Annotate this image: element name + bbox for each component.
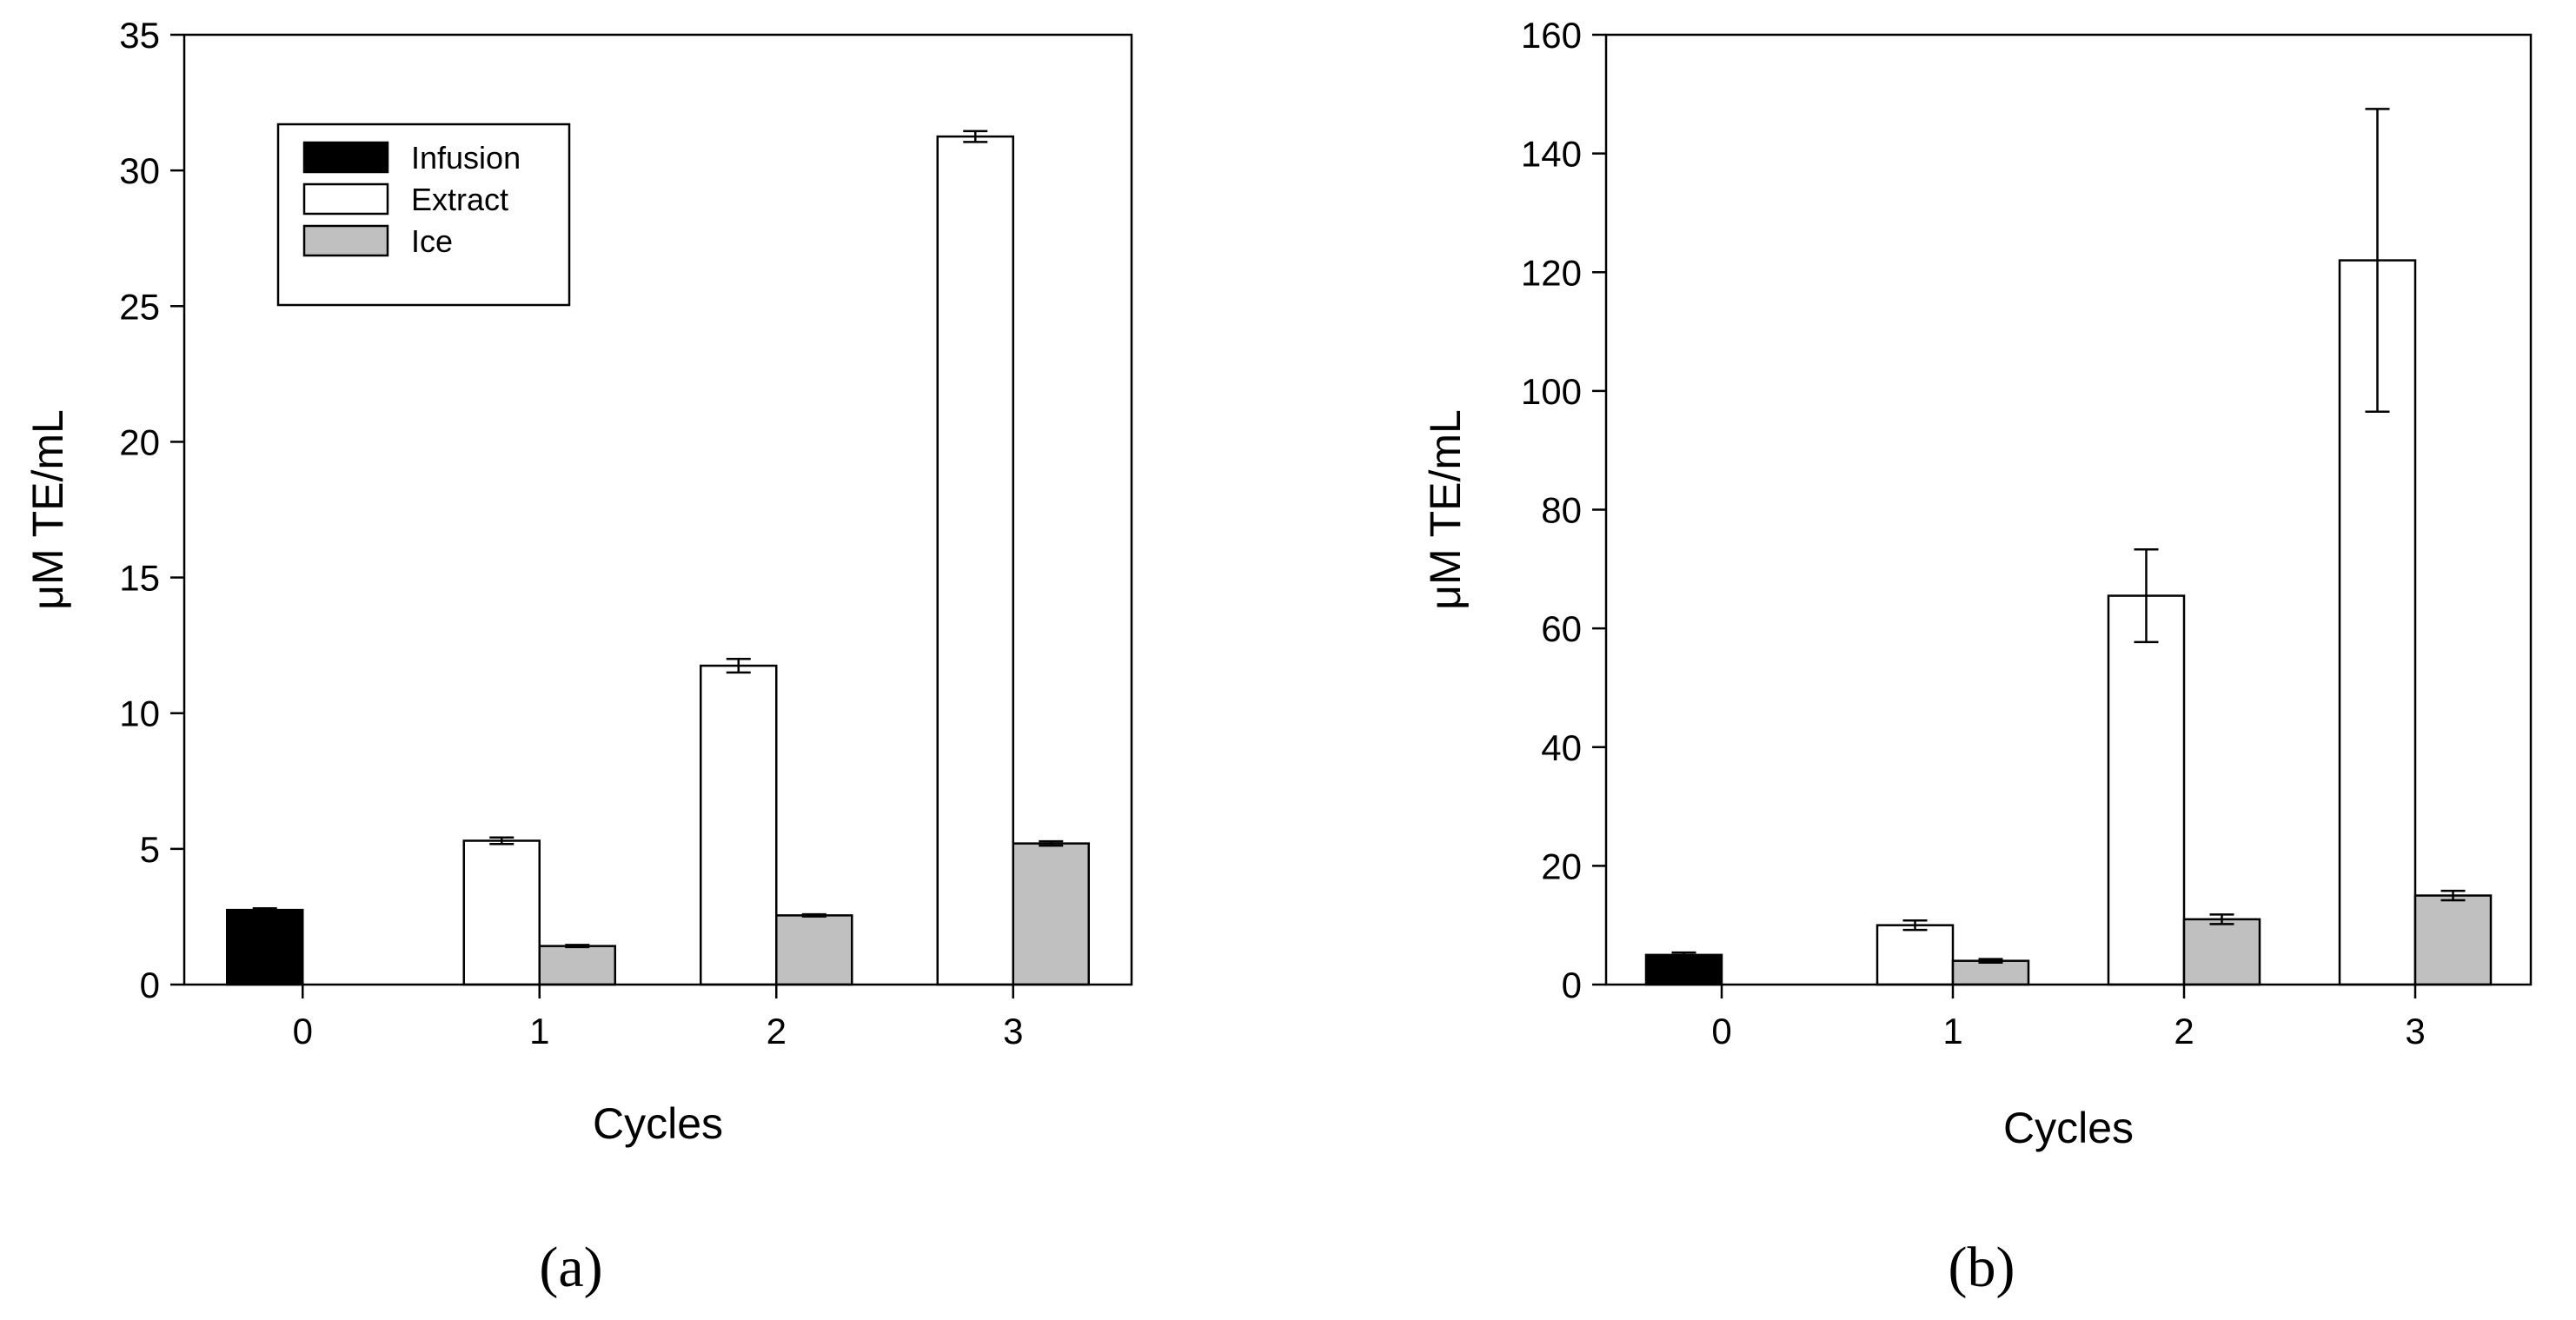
chart-a-y-tick-label: 35 <box>119 15 160 56</box>
chart-b-panel-label: (b) <box>1949 1236 2015 1299</box>
error-bar-infusion-0 <box>252 906 277 913</box>
legend-swatch-extract <box>302 182 389 216</box>
bar-ice-2 <box>2182 918 2261 986</box>
legend-label-ice: Ice <box>411 223 453 259</box>
bar-infusion-0 <box>1644 953 1723 986</box>
legend-swatch-infusion <box>302 141 389 174</box>
error-bar-extract-1 <box>1902 919 1928 932</box>
chart-a-y-tick-label: 20 <box>119 421 160 462</box>
chart-a-x-tick-label: 2 <box>767 1011 787 1051</box>
error-bar-extract-3 <box>2365 108 2390 414</box>
bar-extract-2 <box>700 664 778 986</box>
chart-b-y-tick-label: 40 <box>1541 727 1582 768</box>
bar-ice-3 <box>1012 842 1090 986</box>
bar-extract-3 <box>936 135 1014 986</box>
legend-label-extract: Extract <box>411 182 508 217</box>
bar-extract-1 <box>1876 924 1955 986</box>
bar-ice-1 <box>538 945 616 986</box>
chart-a-plot-frame <box>183 33 1133 986</box>
error-bar-ice-2 <box>801 912 827 918</box>
error-bar-ice-1 <box>565 944 590 949</box>
bar-ice-1 <box>1951 959 2030 986</box>
bar-infusion-0 <box>226 908 304 986</box>
error-bar-infusion-0 <box>1671 951 1696 958</box>
chart-a-x-tick-label: 1 <box>529 1011 549 1051</box>
chart-a-y-tick-label: 10 <box>119 693 160 734</box>
chart-b-x-axis-label: Cycles <box>2003 1104 2134 1152</box>
chart-a-y-tick-label: 5 <box>140 829 160 870</box>
bar-ice-2 <box>775 914 853 986</box>
chart-a-panel-label: (a) <box>539 1236 602 1299</box>
chart-b-y-tick-label: 120 <box>1521 252 1582 293</box>
error-bar-extract-1 <box>489 836 515 846</box>
chart-a-legend: Infusion Extract Ice <box>276 123 571 307</box>
chart-a-y-tick-label: 25 <box>119 286 160 327</box>
chart-b-y-tick-label: 60 <box>1541 608 1582 649</box>
chart-a-y-axis-label: μM TE/mL <box>23 409 72 610</box>
error-bar-ice-1 <box>1978 958 2003 964</box>
chart-b-y-tick-label: 100 <box>1521 371 1582 412</box>
chart-b-y-tick-label: 140 <box>1521 134 1582 175</box>
error-bar-ice-3 <box>1039 839 1064 847</box>
error-bar-ice-2 <box>2209 913 2234 925</box>
error-bar-ice-3 <box>2440 889 2466 902</box>
bar-ice-3 <box>2413 894 2493 986</box>
chart-b-x-tick-label: 0 <box>1711 1011 1731 1051</box>
chart-b-y-axis: 0 20 40 60 80 100 120 140 160 <box>1521 15 1606 1005</box>
chart-a-y-tick-label: 30 <box>119 150 160 191</box>
bar-extract-1 <box>462 839 541 986</box>
chart-b-marks <box>1644 108 2493 986</box>
chart-b-x-tick-label: 3 <box>2405 1011 2425 1051</box>
chart-a-x-tick-label: 0 <box>293 1011 313 1051</box>
chart-a-x-axis-label: Cycles <box>593 1099 723 1148</box>
chart-a-x-axis: 0 1 2 3 <box>293 985 1023 1051</box>
error-bar-extract-2 <box>2134 548 2159 644</box>
legend-label-infusion: Infusion <box>411 140 521 176</box>
chart-b-y-tick-label: 0 <box>1562 965 1582 1005</box>
bar-extract-2 <box>2107 594 2186 986</box>
chart-b-x-tick-label: 2 <box>2174 1011 2194 1051</box>
error-bar-extract-3 <box>963 129 988 143</box>
chart-a-marks <box>226 129 1090 986</box>
chart-b-y-tick-label: 80 <box>1541 490 1582 531</box>
error-bar-extract-2 <box>726 658 751 674</box>
chart-b-y-tick-label: 20 <box>1541 846 1582 886</box>
chart-b-x-tick-label: 1 <box>1942 1011 1962 1051</box>
chart-panel-b: 0 20 40 60 80 100 120 140 160 0 1 2 3 Cycles μM TE/… <box>1421 15 2533 1299</box>
chart-a-x-tick-label: 3 <box>1003 1011 1023 1051</box>
chart-a-y-tick-label: 15 <box>119 558 160 599</box>
chart-b-x-axis: 0 1 2 3 <box>1711 985 2426 1051</box>
chart-b-y-tick-label: 160 <box>1521 15 1582 56</box>
chart-b-y-axis-label: μM TE/mL <box>1421 409 1470 610</box>
chart-a-y-axis: 0 5 10 15 20 25 30 35 <box>119 15 184 1005</box>
legend-swatch-ice <box>302 224 389 257</box>
chart-a-y-tick-label: 0 <box>140 965 160 1005</box>
